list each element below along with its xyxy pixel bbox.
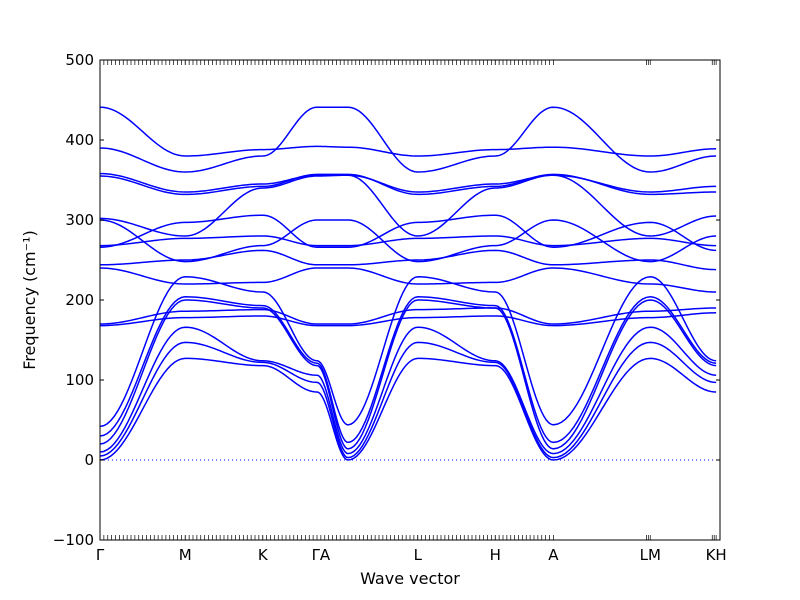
- x-tick-label: LM: [640, 546, 661, 564]
- x-tick-label: A: [548, 546, 559, 564]
- branch-line-10: [100, 249, 717, 271]
- y-axis-ticks: −100 0 100 200 300 400 500: [53, 51, 720, 549]
- y-tick-label: −100: [53, 531, 94, 549]
- x-tick-label: K: [258, 546, 269, 564]
- y-tick-label: 400: [65, 131, 94, 149]
- x-tick-label: ΓA: [312, 546, 331, 564]
- branch-line-9: [100, 267, 717, 293]
- y-tick-label: 300: [65, 211, 94, 229]
- x-tick-label: KH: [706, 546, 727, 564]
- branch-line-2: [100, 341, 717, 459]
- branch-line-7: [100, 312, 717, 327]
- branch-line-3: [100, 326, 717, 455]
- branch-line-13: [100, 219, 717, 263]
- y-tick-label: 200: [65, 291, 94, 309]
- branch-line-16: [100, 172, 717, 193]
- branch-line-5: [100, 296, 717, 444]
- x-axis-ticks: Γ M K ΓA L H A LM KH: [96, 60, 727, 564]
- x-axis-label: Wave vector: [360, 569, 460, 588]
- y-tick-label: 0: [84, 451, 94, 469]
- phonon-branches: [100, 106, 717, 461]
- x-tick-label: M: [179, 546, 192, 564]
- branch-line-11: [100, 214, 717, 252]
- branch-line-18: [100, 106, 717, 157]
- branch-line-4: [100, 299, 717, 450]
- branch-line-17: [100, 106, 717, 173]
- branch-line-6: [100, 276, 717, 428]
- y-axis-label: Frequency (cm⁻¹): [20, 230, 39, 369]
- y-tick-label: 500: [65, 51, 94, 69]
- branch-line-8: [100, 307, 717, 325]
- branch-line-14: [100, 174, 717, 237]
- branch-line-1: [100, 357, 717, 461]
- branch-line-12: [100, 235, 717, 247]
- x-tick-label: H: [490, 546, 501, 564]
- y-tick-label: 100: [65, 371, 94, 389]
- x-tick-label: Γ: [96, 546, 105, 564]
- x-tick-label: L: [414, 546, 423, 564]
